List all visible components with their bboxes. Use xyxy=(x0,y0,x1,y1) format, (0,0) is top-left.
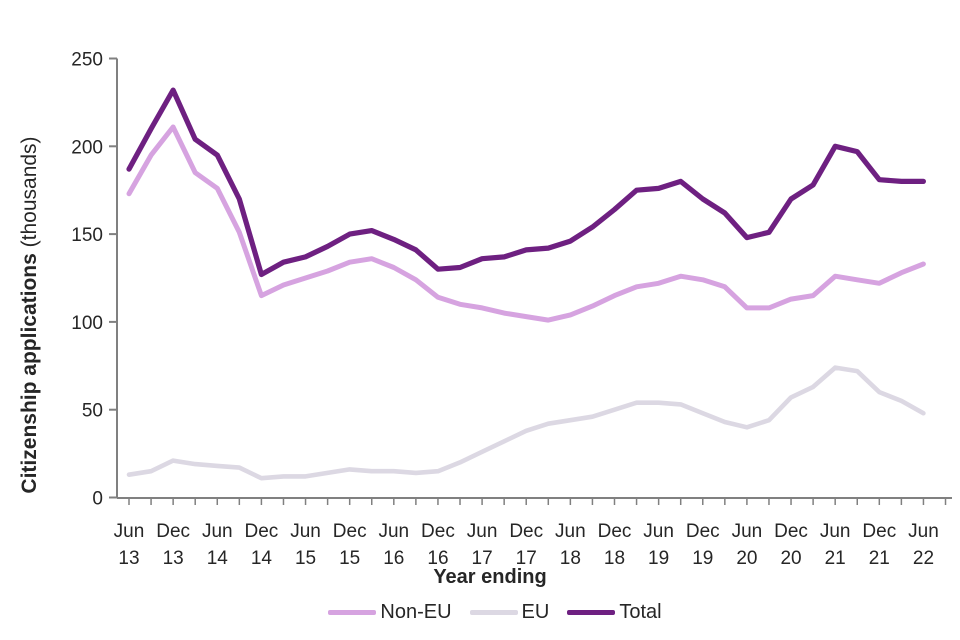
x-axis-tick-label: Jun 19 xyxy=(643,521,674,569)
x-axis-tick-label: Jun 17 xyxy=(467,521,498,569)
x-axis-tick-label: Jun 16 xyxy=(378,521,409,569)
series-line-total xyxy=(126,87,927,278)
x-axis-tick-label: Dec 14 xyxy=(245,521,279,569)
x-axis-tick-label: Jun 15 xyxy=(290,521,321,569)
legend-swatch-non-eu xyxy=(328,609,377,615)
x-axis-tick-label: Jun 20 xyxy=(732,521,763,569)
legend-label: EU xyxy=(521,600,550,623)
x-axis-title: Year ending xyxy=(433,566,547,588)
chart-legend: Non-EU EU Total xyxy=(15,599,960,625)
x-axis-tick-label: Dec 13 xyxy=(156,521,190,569)
x-axis-tick-label: Dec 19 xyxy=(686,521,720,569)
legend-item-non-eu: Non-EU xyxy=(328,600,452,624)
x-axis-tick-label: Dec 16 xyxy=(421,521,455,569)
legend-swatch-total xyxy=(567,609,616,615)
x-axis-tick-label: Dec 15 xyxy=(333,521,367,569)
legend-item-eu: EU xyxy=(469,600,550,624)
x-axis-tick-label: Dec 18 xyxy=(598,521,632,569)
x-axis-tick-label: Dec 20 xyxy=(774,521,808,569)
y-axis-tick-label: 100 xyxy=(71,313,103,334)
x-axis-tick-label: Dec 17 xyxy=(509,521,543,569)
y-axis-tick-label: 250 xyxy=(71,50,103,71)
y-axis-title: Citizenship applications (thousands) xyxy=(18,100,44,530)
legend-label: Total xyxy=(619,600,662,623)
y-axis-tick-label: 150 xyxy=(71,225,103,246)
x-axis-tick-label: Jun 22 xyxy=(908,521,939,569)
series-line-non-eu xyxy=(126,124,926,323)
legend-swatch-eu xyxy=(469,609,518,615)
x-axis-tick-label: Dec 21 xyxy=(862,521,896,569)
legend-label: Non-EU xyxy=(380,600,452,623)
series-line-eu xyxy=(126,365,926,481)
legend-item-total: Total xyxy=(567,600,662,624)
y-axis-tick-label: 200 xyxy=(71,137,103,158)
x-axis-tick-label: Jun 14 xyxy=(202,521,233,569)
x-axis-tick-label: Jun 21 xyxy=(820,521,851,569)
y-axis-title-main: Citizenship applications xyxy=(18,253,41,494)
y-axis-title-units: (thousands) xyxy=(18,136,41,254)
y-axis-tick-label: 50 xyxy=(82,401,103,422)
x-axis-tick-label: Jun 13 xyxy=(114,521,145,569)
x-axis-tick-label: Jun 18 xyxy=(555,521,586,569)
y-axis-tick-label: 0 xyxy=(92,489,103,510)
